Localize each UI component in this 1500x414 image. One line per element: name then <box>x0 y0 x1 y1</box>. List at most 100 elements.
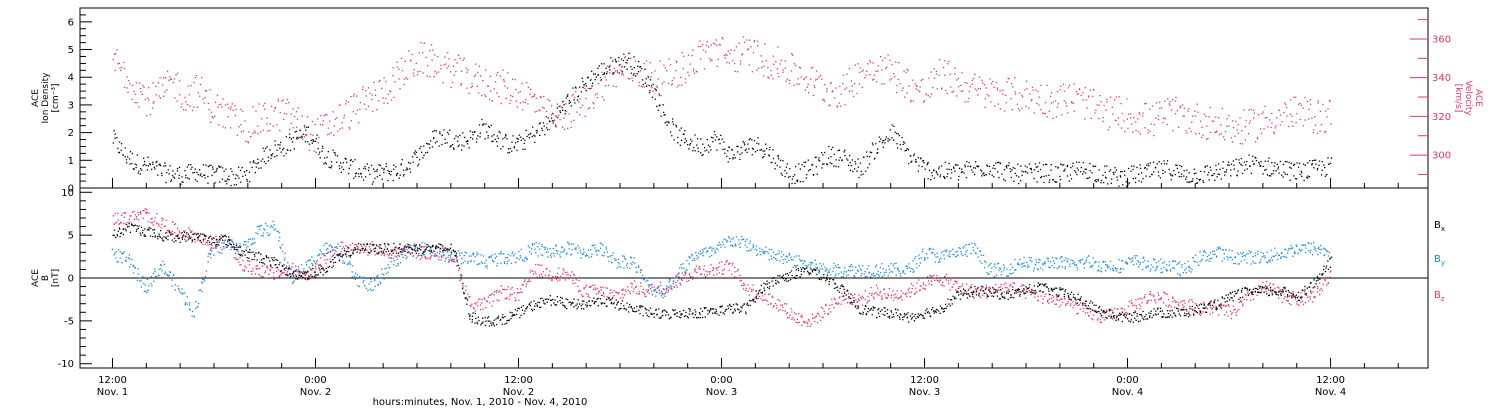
by-point <box>263 232 264 233</box>
velocity-point <box>1012 86 1013 87</box>
bz-point <box>580 290 581 291</box>
bz-point <box>719 272 720 273</box>
bz-point <box>773 306 774 307</box>
bz-point <box>801 325 802 326</box>
density-point <box>135 163 136 164</box>
bz-point <box>773 305 774 306</box>
velocity-point <box>283 99 284 100</box>
bz-point <box>671 289 672 290</box>
velocity-point <box>1133 117 1134 118</box>
density-point <box>279 144 280 145</box>
velocity-point <box>552 113 553 114</box>
density-point <box>396 175 397 176</box>
bz-point <box>791 311 792 312</box>
density-point <box>1205 167 1206 168</box>
density-point <box>1027 166 1028 167</box>
by-point <box>629 268 630 269</box>
velocity-point <box>984 107 985 108</box>
velocity-point <box>931 93 932 94</box>
bz-point <box>458 270 459 271</box>
velocity-point <box>489 99 490 100</box>
velocity-point <box>329 120 330 121</box>
velocity-point <box>746 39 747 40</box>
velocity-point <box>1015 91 1016 92</box>
bz-point <box>879 292 880 293</box>
velocity-point <box>1103 105 1104 106</box>
density-point <box>1020 165 1021 166</box>
density-point <box>690 139 691 140</box>
density-point <box>444 139 445 140</box>
density-point <box>714 131 715 132</box>
velocity-point <box>1052 118 1053 119</box>
density-point <box>896 133 897 134</box>
bz-point <box>643 292 644 293</box>
density-point <box>1326 174 1327 175</box>
velocity-point <box>1068 87 1069 88</box>
velocity-point <box>1184 116 1185 117</box>
bz-point <box>213 248 214 249</box>
bz-point <box>344 248 345 249</box>
density-point <box>1153 171 1154 172</box>
velocity-point <box>480 75 481 76</box>
by-point <box>320 251 321 252</box>
bz-point <box>916 291 917 292</box>
density-point <box>805 162 806 163</box>
bz-point <box>768 294 769 295</box>
density-point <box>390 174 391 175</box>
bz-point <box>1306 295 1307 296</box>
velocity-point <box>979 77 980 78</box>
velocity-point <box>468 93 469 94</box>
bz-point <box>586 285 587 286</box>
velocity-point <box>739 43 740 44</box>
bz-point <box>712 270 713 271</box>
velocity-point <box>1082 92 1083 93</box>
density-point <box>813 174 814 175</box>
velocity-point <box>663 65 664 66</box>
density-point <box>850 170 851 171</box>
density-point <box>335 154 336 155</box>
bz-point <box>845 298 846 299</box>
bz-point <box>498 300 499 301</box>
velocity-point <box>1071 101 1072 102</box>
density-point <box>269 149 270 150</box>
bz-point <box>295 265 296 266</box>
velocity-point <box>541 97 542 98</box>
bz-point <box>873 296 874 297</box>
density-point <box>144 161 145 162</box>
density-point <box>1251 173 1252 174</box>
velocity-point <box>1058 103 1059 104</box>
by-point <box>278 240 279 241</box>
velocity-point <box>829 104 830 105</box>
bz-point <box>865 299 866 300</box>
velocity-point <box>770 70 771 71</box>
bz-point <box>187 237 188 238</box>
density-point <box>262 148 263 149</box>
density-point <box>948 169 949 170</box>
density-point <box>1260 165 1261 166</box>
by-point <box>329 245 330 246</box>
by-point <box>508 259 509 260</box>
bz-point <box>1231 318 1232 319</box>
bz-point <box>416 257 417 258</box>
density-point <box>1043 176 1044 177</box>
by-point <box>250 238 251 239</box>
density-point <box>723 141 724 142</box>
density-point <box>127 156 128 157</box>
velocity-point <box>984 84 985 85</box>
density-point <box>704 147 705 148</box>
by-point <box>259 229 260 230</box>
by-point <box>377 275 378 276</box>
bz-point <box>643 289 644 290</box>
bz-point <box>1064 298 1065 299</box>
density-point <box>862 174 863 175</box>
velocity-point <box>247 141 248 142</box>
density-point <box>416 152 417 153</box>
density-point <box>1290 180 1291 181</box>
density-point <box>1014 168 1015 169</box>
by-point <box>129 266 130 267</box>
velocity-point <box>286 103 287 104</box>
density-point <box>1078 169 1079 170</box>
velocity-point <box>1123 120 1124 121</box>
velocity-point <box>1034 112 1035 113</box>
by-point <box>121 262 122 263</box>
